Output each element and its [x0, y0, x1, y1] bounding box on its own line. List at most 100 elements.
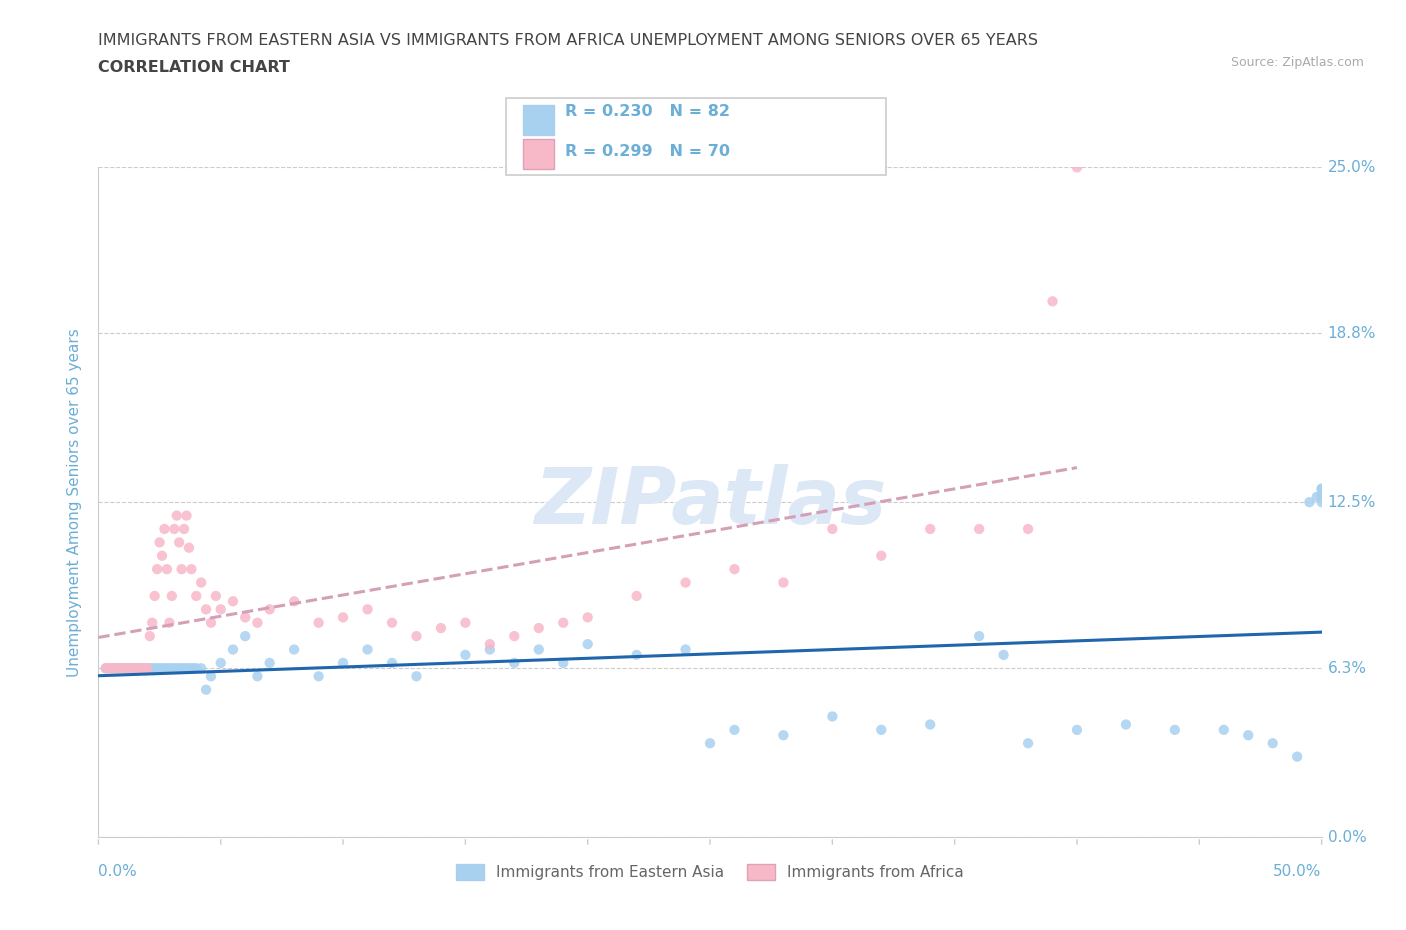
Point [120, 661, 142, 676]
Point [356, 642, 378, 657]
Point [190, 661, 212, 676]
Point [131, 661, 153, 676]
Text: 25.0%: 25.0% [1327, 160, 1376, 175]
Point [576, 637, 599, 652]
Point [177, 661, 200, 676]
Point [190, 575, 212, 590]
Point [209, 656, 232, 671]
Point [146, 562, 169, 577]
Point [454, 647, 477, 662]
Point [283, 594, 305, 609]
Point [308, 669, 330, 684]
Point [772, 575, 794, 590]
Point [141, 661, 163, 676]
Point [1066, 160, 1088, 175]
Point [134, 661, 156, 676]
Point [675, 642, 697, 657]
Point [233, 629, 256, 644]
Point [160, 661, 183, 676]
Point [149, 535, 172, 550]
Point [176, 661, 198, 676]
Point [478, 637, 501, 652]
Point [723, 562, 745, 577]
Point [180, 562, 202, 577]
Point [139, 629, 162, 644]
Point [139, 661, 162, 676]
Point [920, 717, 942, 732]
Point [553, 616, 575, 631]
Point [1310, 489, 1333, 504]
Point [1115, 717, 1137, 732]
Point [107, 661, 129, 676]
Text: 12.5%: 12.5% [1327, 495, 1376, 510]
Point [576, 610, 599, 625]
Point [170, 661, 193, 676]
Point [1310, 486, 1333, 501]
Point [1237, 728, 1260, 743]
Point [821, 709, 844, 724]
Point [124, 661, 146, 676]
Point [120, 661, 142, 676]
Text: CORRELATION CHART: CORRELATION CHART [98, 60, 290, 75]
Point [186, 589, 208, 604]
Point [173, 661, 195, 676]
Point [1042, 294, 1064, 309]
Point [176, 508, 198, 523]
Point [127, 661, 149, 676]
Point [332, 656, 354, 671]
Point [1306, 489, 1329, 504]
Point [114, 661, 136, 676]
Point [870, 723, 893, 737]
Point [136, 661, 159, 676]
Text: ZIPatlas: ZIPatlas [534, 464, 886, 540]
Text: 6.3%: 6.3% [1327, 660, 1367, 676]
Point [121, 661, 143, 676]
Point [1017, 522, 1039, 537]
Point [222, 594, 245, 609]
Point [166, 508, 188, 523]
Point [104, 661, 127, 676]
Point [308, 616, 330, 631]
Point [149, 661, 172, 676]
Point [259, 656, 281, 671]
Point [124, 661, 146, 676]
Point [967, 522, 990, 537]
Point [332, 610, 354, 625]
Point [195, 683, 218, 698]
Text: Source: ZipAtlas.com: Source: ZipAtlas.com [1230, 56, 1364, 69]
Point [136, 661, 159, 676]
Point [160, 589, 183, 604]
Point [993, 647, 1015, 662]
Point [1310, 482, 1333, 497]
Point [233, 610, 256, 625]
Point [246, 616, 269, 631]
Point [405, 669, 427, 684]
Point [222, 642, 245, 657]
Point [101, 661, 124, 676]
Text: IMMIGRANTS FROM EASTERN ASIA VS IMMIGRANTS FROM AFRICA UNEMPLOYMENT AMONG SENIOR: IMMIGRANTS FROM EASTERN ASIA VS IMMIGRAN… [98, 33, 1039, 47]
Point [150, 549, 173, 564]
Point [180, 661, 202, 676]
Point [97, 661, 120, 676]
Point [156, 661, 179, 676]
Point [167, 661, 190, 676]
Point [503, 629, 526, 644]
Point [153, 522, 176, 537]
Point [111, 661, 134, 676]
Point [143, 589, 166, 604]
Point [195, 602, 218, 617]
Point [1286, 750, 1309, 764]
Point [527, 642, 550, 657]
Point [356, 602, 378, 617]
Point [166, 661, 188, 676]
Point [141, 616, 163, 631]
Point [156, 562, 179, 577]
Point [1066, 723, 1088, 737]
Point [553, 656, 575, 671]
Point [405, 629, 427, 644]
Point [503, 656, 526, 671]
Point [186, 661, 208, 676]
Point [134, 661, 156, 676]
Point [177, 540, 200, 555]
Point [170, 562, 193, 577]
